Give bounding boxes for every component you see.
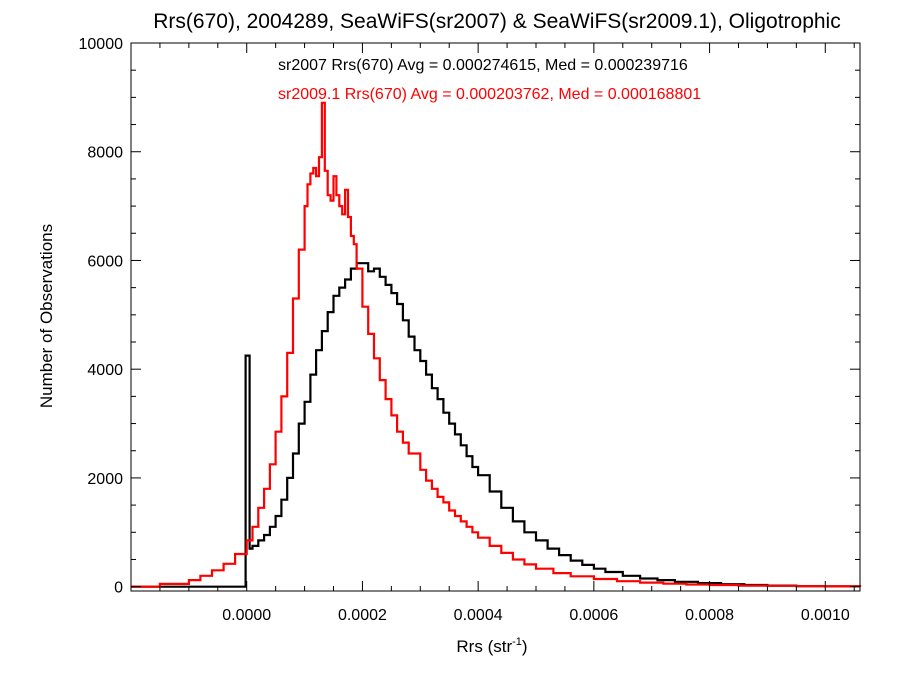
annotation-sr2007-stats: sr2007 Rrs(670) Avg = 0.000274615, Med =… — [278, 57, 688, 74]
x-axis-label-main: Rrs (str — [456, 637, 512, 656]
y-tick-label: 4000 — [87, 362, 123, 379]
y-axis: 0 2000 4000 6000 8000 10000 — [79, 36, 860, 597]
y-tick-label: 8000 — [87, 145, 123, 162]
x-tick-label: 0.0008 — [685, 607, 734, 624]
series-group — [131, 101, 862, 588]
y-tick-label: 10000 — [79, 36, 124, 53]
chart-title: Rrs(670), 2004289, SeaWiFS(sr2007) & Sea… — [153, 10, 840, 33]
x-axis-label-superscript: -1 — [512, 636, 522, 648]
x-axis-label-close: ) — [522, 637, 528, 656]
y-axis-label: Number of Observations — [37, 224, 56, 408]
y-tick-label: 2000 — [87, 471, 123, 488]
series-line-0 — [131, 262, 862, 588]
y-tick-label: 6000 — [87, 253, 123, 270]
x-axis-label: Rrs (str-1) — [456, 636, 527, 656]
x-tick-label: 0.0010 — [801, 607, 850, 624]
annotation-sr2009-stats: sr2009.1 Rrs(670) Avg = 0.000203762, Med… — [278, 86, 701, 103]
plot-frame — [130, 42, 861, 592]
x-tick-label: 0.0002 — [338, 607, 387, 624]
x-tick-label: 0.0000 — [222, 607, 271, 624]
x-tick-label: 0.0004 — [454, 607, 503, 624]
x-axis: 0.0000 0.0002 0.0004 0.0006 0.0008 0.0010 — [130, 43, 855, 624]
x-tick-label: 0.0006 — [569, 607, 618, 624]
annotations-group: sr2007 Rrs(670) Avg = 0.000274615, Med =… — [278, 57, 701, 103]
y-tick-label: 0 — [114, 580, 123, 597]
series-line-1 — [131, 101, 862, 588]
